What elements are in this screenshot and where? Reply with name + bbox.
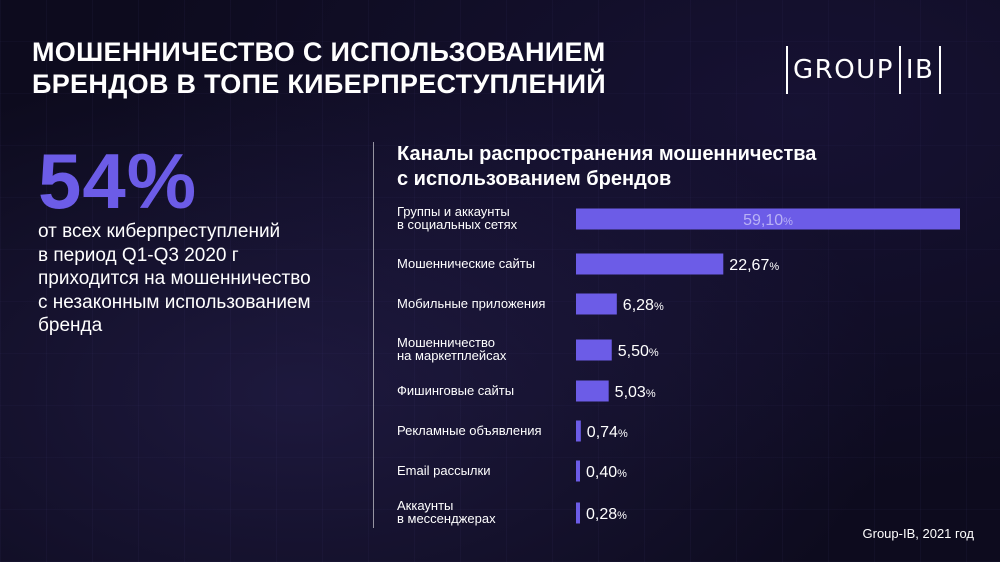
highlight-value: 54% (38, 137, 198, 225)
bar-6 (576, 460, 580, 482)
logo-bar-right (939, 46, 942, 94)
group-ib-logo: GROUP IB (786, 46, 942, 94)
value-label-5: 0,74% (587, 424, 628, 441)
value-label-6: 0,40% (586, 464, 627, 481)
bar-5 (576, 420, 581, 442)
category-label-5: Рекламные объявления (397, 423, 542, 438)
vertical-divider (373, 142, 374, 528)
category-label-1: Мошеннические сайты (397, 256, 535, 271)
chart-title: Каналы распространения мошенничества с и… (397, 142, 816, 192)
value-label-4: 5,03% (615, 384, 656, 401)
logo-text-left: GROUP (793, 55, 894, 85)
bar-0 (576, 208, 960, 230)
description-line-4: с незаконным использованием (38, 291, 311, 313)
chart-title-line-2: с использованием брендов (397, 168, 672, 190)
bar-7 (576, 502, 580, 524)
bar-1 (576, 253, 724, 275)
title-line-1: МОШЕННИЧЕСТВО С ИСПОЛЬЗОВАНИЕМ (32, 37, 606, 67)
category-label-2: Мобильные приложения (397, 296, 545, 311)
description-line-5: бренда (38, 315, 103, 336)
bar-3 (576, 339, 612, 361)
category-label-6: Email рассылки (397, 463, 490, 478)
category-label-7: Аккаунты в мессенджерах (397, 498, 496, 526)
category-label-3: Мошенничество на маркетплейсах (397, 335, 507, 363)
value-label-7: 0,28% (586, 506, 627, 523)
description-line-3: приходится на мошенничество (38, 268, 311, 289)
title-line-2: БРЕНДОВ В ТОПЕ КИБЕРПРЕСТУПЛЕНИЙ (32, 69, 607, 99)
logo-bar-left (786, 46, 788, 94)
value-label-1: 22,67% (729, 257, 779, 274)
description-line-1: от всех киберпреступлений (38, 221, 281, 242)
highlight-description: от всех киберпреступлений в период Q1-Q3… (38, 220, 368, 338)
logo-text-right: IB (905, 55, 935, 85)
category-label-0: Группы и аккаунты в социальных сетях (397, 204, 518, 232)
source-caption: Group-IB, 2021 год (862, 526, 974, 541)
value-label-2: 6,28% (623, 297, 664, 314)
bar-2 (576, 293, 617, 315)
value-label-0: 59,10% (743, 212, 793, 229)
category-label-4: Фишинговые сайты (397, 383, 514, 398)
page-title: МОШЕННИЧЕСТВО С ИСПОЛЬЗОВАНИЕМ БРЕНДОВ В… (32, 36, 672, 100)
description-line-2: в период Q1-Q3 2020 г (38, 244, 239, 266)
logo-bar-middle (898, 46, 901, 94)
bar-4 (576, 380, 609, 402)
chart-title-line-1: Каналы распространения мошенничества (397, 143, 817, 165)
value-label-3: 5,50% (618, 343, 659, 360)
